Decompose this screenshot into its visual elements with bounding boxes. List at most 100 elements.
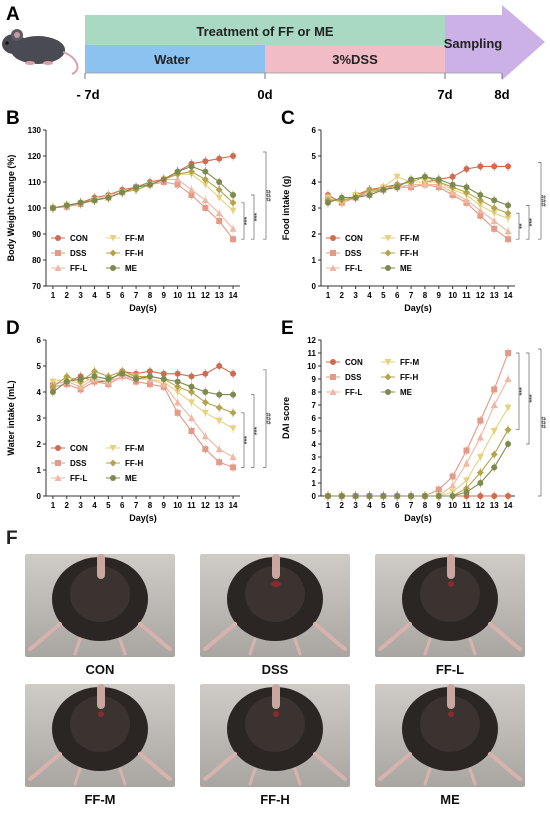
- series-ff-m: [49, 169, 237, 216]
- x-tick-label: 6: [395, 291, 400, 300]
- data-point-me: [202, 389, 209, 395]
- significance-bracket: ***: [251, 194, 261, 240]
- data-point-me: [105, 194, 112, 201]
- legend-marker-ff-m: [384, 235, 392, 242]
- data-point-con: [216, 363, 223, 369]
- sampling-arrow: [445, 5, 545, 80]
- data-point-dss: [146, 381, 153, 388]
- x-tick-label: 1: [51, 501, 56, 510]
- x-axis-label: Day(s): [129, 303, 157, 313]
- mouse-photo: [200, 684, 350, 787]
- data-point-me: [174, 168, 181, 175]
- data-point-me: [63, 378, 70, 385]
- data-point-ff-l: [463, 196, 470, 204]
- significance-label: ***: [519, 387, 526, 395]
- data-point-ff-m: [490, 210, 498, 217]
- x-tick-label: 1: [326, 291, 331, 300]
- significance-bracket: ***: [241, 412, 251, 468]
- legend-label: CON: [70, 444, 88, 453]
- tick-8d: 8d: [494, 87, 509, 102]
- x-tick-label: 8: [423, 501, 428, 510]
- data-point-ff-h: [476, 469, 484, 477]
- sampling-label: Sampling: [444, 36, 503, 51]
- legend-marker-me: [110, 475, 116, 481]
- y-tick-label: 5: [312, 427, 317, 436]
- legend-marker-dss: [55, 460, 61, 466]
- panel-letter-a: A: [6, 4, 20, 25]
- data-point-dss: [230, 464, 237, 471]
- y-tick-label: 6: [37, 336, 42, 345]
- series-me: [324, 172, 512, 211]
- data-point-ff-l: [174, 398, 182, 406]
- data-point-me: [421, 493, 428, 499]
- data-point-ff-l: [188, 414, 195, 421]
- legend-label: CON: [345, 358, 363, 367]
- y-tick-label: 1: [312, 256, 317, 265]
- significance-bracket: ***: [526, 352, 536, 445]
- legend-item-con: CON: [51, 234, 88, 243]
- x-tick-label: 2: [340, 291, 345, 300]
- x-tick-label: 10: [448, 291, 457, 300]
- data-point-me: [435, 176, 442, 183]
- legend-label: FF-H: [400, 249, 418, 258]
- data-point-con: [463, 166, 470, 172]
- data-point-me: [133, 376, 140, 382]
- x-tick-label: 12: [201, 291, 210, 300]
- panel-letter-b: B: [6, 108, 20, 129]
- legend-label: ME: [400, 264, 413, 273]
- data-point-ff-m: [201, 181, 209, 189]
- data-point-me: [380, 493, 387, 499]
- data-point-con: [477, 163, 484, 170]
- significance-label: ***: [244, 217, 251, 225]
- legend-marker-me: [385, 389, 391, 395]
- x-tick-label: 3: [78, 291, 83, 300]
- photo-label: FF-H: [260, 792, 290, 807]
- data-point-me: [202, 168, 209, 175]
- data-point-con: [505, 163, 512, 170]
- data-point-ff-l: [476, 207, 484, 214]
- x-tick-label: 8: [148, 291, 153, 300]
- legend-label: FF-M: [400, 358, 419, 367]
- data-point-dss: [202, 446, 209, 453]
- significance-label: ###: [541, 195, 548, 207]
- data-point-ff-m: [188, 399, 195, 406]
- x-tick-label: 12: [476, 291, 485, 300]
- legend-label: ME: [125, 264, 138, 273]
- data-point-ff-m: [504, 404, 512, 412]
- data-point-ff-l: [463, 460, 470, 467]
- data-point-ff-h: [504, 209, 512, 217]
- significance-label: ###: [266, 413, 273, 425]
- y-tick-label: 3: [37, 414, 42, 423]
- legend-marker-con: [330, 359, 336, 365]
- legend-label: CON: [345, 234, 363, 243]
- data-point-me: [408, 493, 415, 499]
- mouse-photo: [375, 684, 525, 787]
- legend-marker-ff-m: [109, 235, 117, 242]
- data-point-ff-h: [463, 188, 470, 196]
- data-point-dss: [449, 473, 456, 480]
- data-point-ff-l: [215, 445, 223, 453]
- x-tick-label: 10: [448, 501, 457, 510]
- x-axis-label: Day(s): [404, 303, 432, 313]
- legend-label: FF-H: [125, 459, 143, 468]
- data-point-ff-m: [421, 179, 429, 186]
- significance-label: ###: [541, 417, 548, 429]
- x-tick-label: 12: [476, 501, 485, 510]
- data-point-me: [216, 391, 223, 398]
- y-tick-label: 100: [28, 204, 42, 213]
- data-point-me: [133, 184, 140, 191]
- data-point-me: [394, 493, 401, 499]
- photo-con: CON: [25, 554, 175, 677]
- data-point-ff-l: [449, 482, 457, 489]
- x-tick-label: 1: [326, 501, 331, 510]
- x-axis-label: Day(s): [404, 513, 432, 523]
- data-point-con: [491, 493, 498, 499]
- legend-marker-ff-l: [329, 388, 337, 395]
- legend-marker-dss: [330, 250, 336, 256]
- data-point-ff-l: [504, 227, 512, 235]
- legend-marker-ff-l: [329, 264, 337, 271]
- legend-item-ff-l: FF-L: [51, 474, 87, 483]
- data-point-ff-l: [229, 453, 237, 460]
- mouse-photo: [25, 684, 175, 787]
